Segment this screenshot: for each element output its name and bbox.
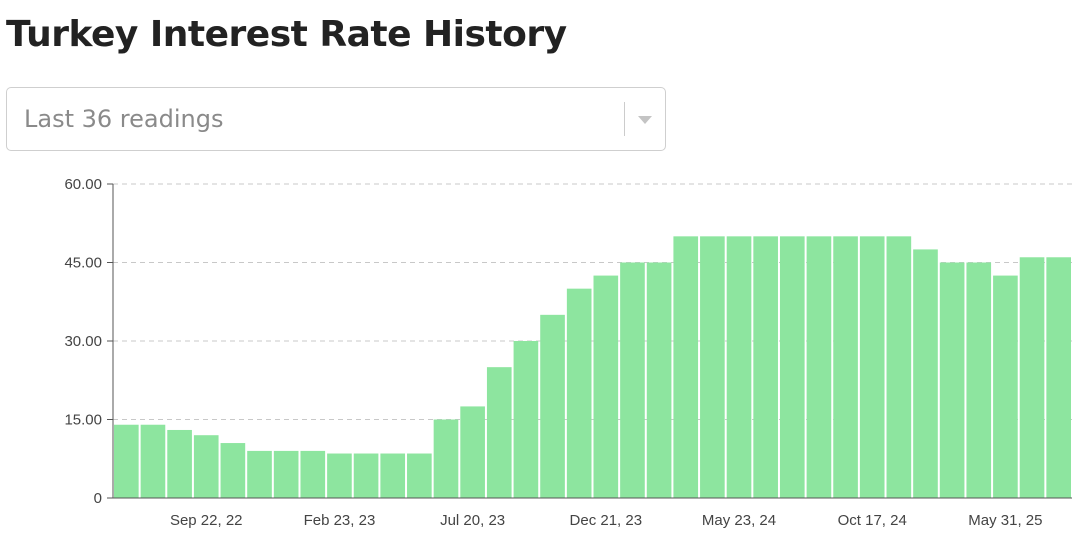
bar[interactable]: [380, 453, 406, 498]
bar[interactable]: [620, 262, 645, 499]
y-tick-label: 30.00: [64, 333, 102, 350]
bar[interactable]: [193, 435, 219, 498]
x-tick-label: Jul 20, 23: [440, 512, 505, 529]
chevron-down-icon[interactable]: [638, 116, 652, 124]
bar[interactable]: [566, 288, 592, 498]
bar[interactable]: [327, 453, 352, 498]
y-tick-label: 0: [94, 490, 102, 507]
y-tick-label: 60.00: [64, 176, 102, 193]
axis-layer: 0 15.00 30.00 45.00 60.00 Sep 22, 22 Feb 23, 2…: [64, 176, 1072, 529]
bar[interactable]: [247, 450, 272, 498]
bar[interactable]: [433, 419, 459, 499]
bar[interactable]: [460, 406, 485, 498]
bar[interactable]: [300, 450, 326, 498]
bar[interactable]: [753, 236, 778, 498]
bar[interactable]: [673, 236, 699, 498]
bar[interactable]: [486, 367, 512, 498]
interest-rate-chart: 0 15.00 30.00 45.00 60.00 Sep 22, 22 Feb 23, 2…: [64, 176, 1072, 529]
grid-layer: [113, 183, 1072, 420]
range-select[interactable]: Last 36 readings: [6, 87, 666, 151]
bar[interactable]: [886, 236, 912, 498]
x-tick-label: Feb 23, 23: [304, 512, 376, 529]
bar[interactable]: [726, 236, 752, 498]
bar[interactable]: [220, 443, 246, 498]
x-tick-label: May 23, 24: [702, 512, 776, 529]
bar[interactable]: [966, 262, 992, 499]
x-tick-label: May 31, 25: [968, 512, 1042, 529]
bar[interactable]: [1046, 257, 1071, 498]
bar[interactable]: [700, 236, 725, 498]
bar[interactable]: [513, 341, 539, 498]
x-tick-label: Dec 21, 23: [570, 512, 643, 529]
bar[interactable]: [939, 262, 965, 499]
y-tick-label: 15.00: [64, 412, 102, 429]
bar[interactable]: [407, 453, 432, 498]
bar[interactable]: [913, 249, 938, 498]
page-title: Turkey Interest Rate History: [6, 14, 567, 55]
bar[interactable]: [540, 314, 565, 498]
bar[interactable]: [114, 424, 139, 498]
bar[interactable]: [353, 453, 379, 498]
bar[interactable]: [646, 262, 672, 499]
bar[interactable]: [833, 236, 858, 498]
bar[interactable]: [273, 450, 299, 498]
range-select-value: Last 36 readings: [24, 105, 224, 133]
bar[interactable]: [140, 424, 166, 498]
select-separator: [624, 102, 625, 136]
bar[interactable]: [1019, 257, 1045, 498]
bar[interactable]: [167, 429, 192, 498]
bar[interactable]: [993, 275, 1018, 498]
bar[interactable]: [779, 236, 805, 498]
x-tick-label: Sep 22, 22: [170, 512, 243, 529]
bars-layer: [114, 236, 1071, 498]
x-tick-label: Oct 17, 24: [838, 512, 907, 529]
y-tick-label: 45.00: [64, 255, 102, 272]
bar[interactable]: [593, 275, 619, 498]
bar[interactable]: [859, 236, 885, 498]
bar[interactable]: [806, 236, 832, 498]
